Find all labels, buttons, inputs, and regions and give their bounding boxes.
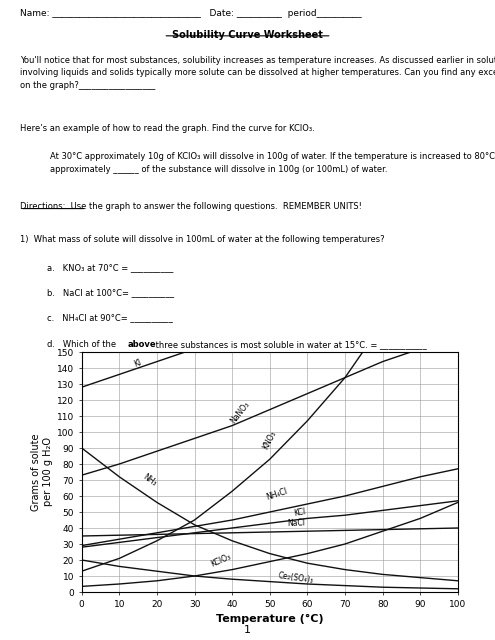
X-axis label: Temperature (°C): Temperature (°C): [216, 614, 324, 624]
Text: KI: KI: [133, 358, 143, 369]
Text: You'll notice that for most substances, solubility increases as temperature incr: You'll notice that for most substances, …: [20, 56, 495, 90]
Text: three substances is most soluble in water at 15°C. = ___________: three substances is most soluble in wate…: [153, 340, 427, 349]
Text: Ce₂(SO₄)₃: Ce₂(SO₄)₃: [278, 571, 314, 584]
Text: b.   NaCl at 100°C= __________: b. NaCl at 100°C= __________: [47, 289, 174, 298]
Text: NaNO₃: NaNO₃: [228, 400, 251, 426]
Text: KClO₃: KClO₃: [209, 552, 232, 568]
Text: d.   Which of the: d. Which of the: [47, 340, 119, 349]
Text: NH₄Cl: NH₄Cl: [265, 487, 289, 502]
Text: 1: 1: [244, 625, 251, 635]
Text: KCl: KCl: [293, 506, 306, 518]
Text: Here’s an example of how to read the graph. Find the curve for KClO₃.: Here’s an example of how to read the gra…: [20, 124, 314, 132]
Text: Directions:  Use the graph to answer the following questions.  REMEMBER UNITS!: Directions: Use the graph to answer the …: [20, 202, 362, 211]
Text: KNO₃: KNO₃: [261, 429, 278, 451]
Y-axis label: Grams of solute
per 100 g H₂O: Grams of solute per 100 g H₂O: [31, 433, 52, 511]
Text: Solubility Curve Worksheet: Solubility Curve Worksheet: [172, 31, 323, 40]
Text: Name: _________________________________   Date: __________  period__________: Name: _________________________________ …: [20, 9, 361, 18]
Text: 1)  What mass of solute will dissolve in 100mL of water at the following tempera: 1) What mass of solute will dissolve in …: [20, 235, 385, 244]
Text: above: above: [127, 340, 156, 349]
Text: NaCl: NaCl: [287, 518, 305, 528]
Text: NH₃: NH₃: [141, 472, 158, 488]
Text: c.   NH₄Cl at 90°C= __________: c. NH₄Cl at 90°C= __________: [47, 314, 173, 323]
Text: a.   KNO₃ at 70°C = __________: a. KNO₃ at 70°C = __________: [47, 264, 173, 273]
Text: At 30°C approximately 10g of KClO₃ will dissolve in 100g of water. If the temper: At 30°C approximately 10g of KClO₃ will …: [50, 152, 495, 174]
